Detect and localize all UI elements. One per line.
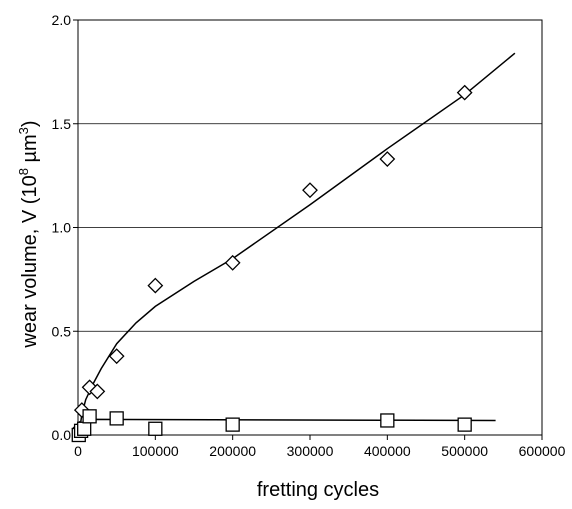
square-point [148,421,163,436]
diamond-point [379,151,396,167]
y-tick-label: 0.0 [52,427,72,443]
fit-lines [78,52,516,436]
x-tick-label: 400000 [364,443,411,459]
y-axis-title-exp1: 8 [16,168,31,175]
diamond-point [89,383,106,400]
diamond-point [108,348,125,365]
x-tick-label: 600000 [519,443,566,459]
data-markers [71,84,473,443]
square-point [77,421,92,436]
diamond-point [456,84,473,101]
square-point [457,417,472,432]
y-axis-title-exp2: 3 [16,127,31,134]
square-fit-line [78,418,496,436]
y-tick-label: 2.0 [52,12,72,28]
square-point [380,413,395,428]
x-tick-label: 100000 [132,443,179,459]
y-axis-title-suffix: ) [19,120,41,127]
x-axis-title: fretting cycles [257,479,379,501]
y-axis-title-prefix: wear volume, V (10 [19,175,41,348]
diamond-point [147,277,164,294]
square-point [109,411,124,426]
x-tick-label: 500000 [441,443,488,459]
square-point [82,409,97,424]
x-tick-label: 300000 [287,443,334,459]
square-point [225,417,240,432]
diamond-fit-line [78,52,516,436]
diamond-point [224,254,241,271]
x-tick-label: 200000 [209,443,256,459]
grid-lines [78,123,542,332]
y-axis: 0.0 0.5 1.0 1.5 2.0 [52,12,78,443]
y-tick-label: 1.0 [52,220,72,236]
y-tick-label: 0.5 [52,323,72,339]
x-tick-label: 0 [74,443,82,459]
diamond-point [302,182,318,199]
x-axis: 0 100000 200000 300000 400000 500000 600000 [74,435,566,459]
y-axis-title-mid: µm [19,134,41,168]
y-axis-title: wear volume, V (108 µm3) [16,120,41,348]
y-tick-label: 1.5 [52,116,72,132]
